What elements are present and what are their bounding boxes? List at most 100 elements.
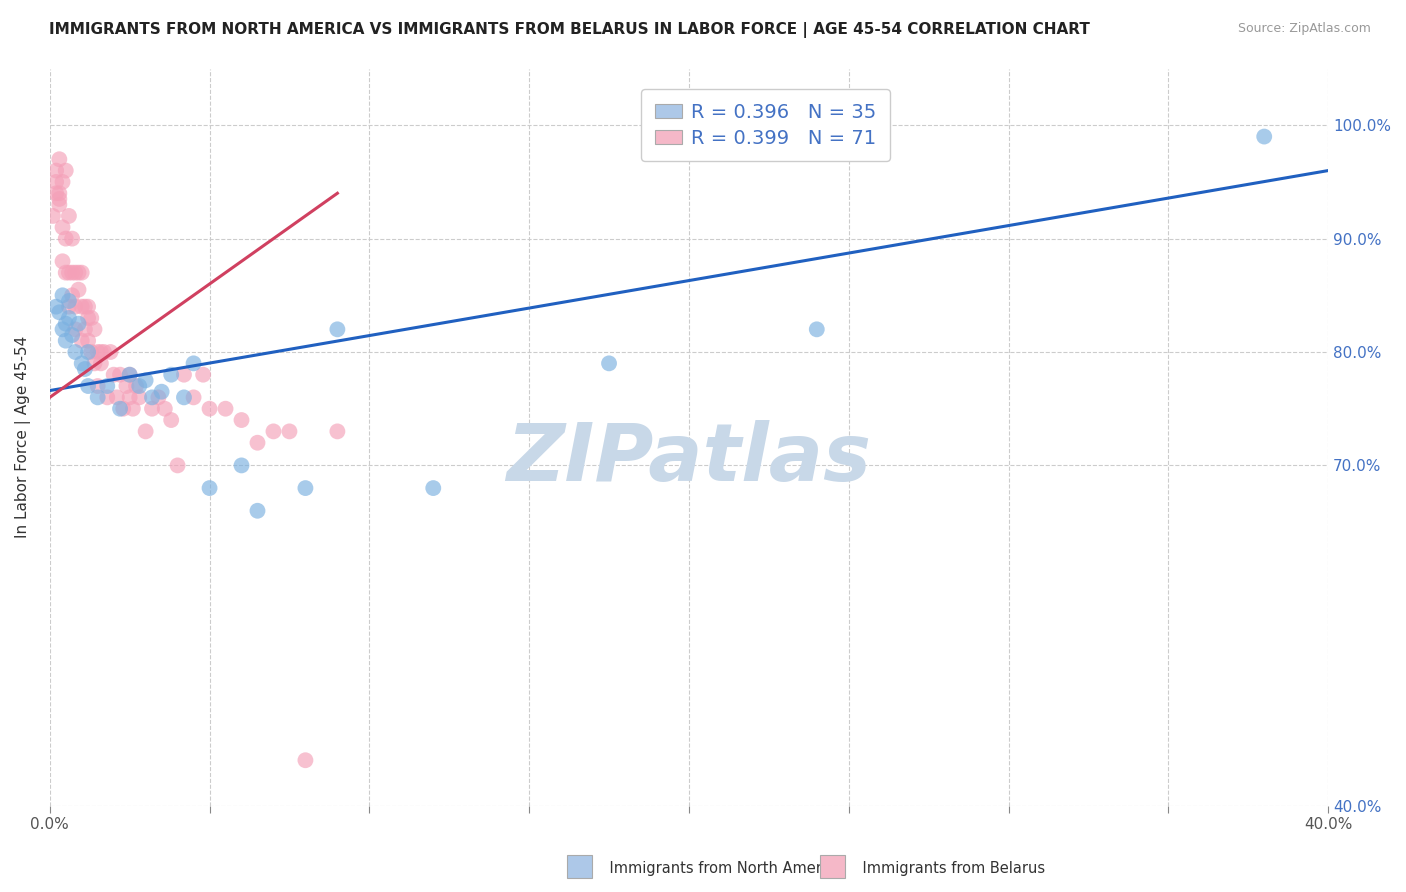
Point [96, 379, 118, 393]
Point [160, 368, 183, 382]
Point [51, 322, 73, 336]
Point [45, 186, 67, 201]
Point [58, 310, 80, 325]
Point [183, 390, 205, 404]
Point [55, 232, 77, 246]
Text: Immigrants from Belarus: Immigrants from Belarus [844, 861, 1045, 876]
Point [128, 390, 150, 404]
Point [58, 300, 80, 314]
Point [55, 334, 77, 348]
Text: IMMIGRANTS FROM NORTH AMERICA VS IMMIGRANTS FROM BELARUS IN LABOR FORCE | AGE 45: IMMIGRANTS FROM NORTH AMERICA VS IMMIGRA… [49, 22, 1090, 38]
Point [45, 300, 67, 314]
Point [77, 334, 100, 348]
Point [112, 401, 135, 416]
Point [67, 266, 90, 280]
Point [73, 362, 96, 376]
Point [77, 379, 100, 393]
Point [51, 288, 73, 302]
Point [118, 368, 141, 382]
Point [278, 425, 301, 439]
Point [135, 425, 157, 439]
Point [83, 322, 105, 336]
Text: Immigrants from North America: Immigrants from North America [591, 861, 842, 876]
Point [118, 390, 141, 404]
Point [108, 401, 131, 416]
Point [141, 390, 163, 404]
Point [108, 368, 131, 382]
Point [55, 163, 77, 178]
Point [326, 322, 349, 336]
Legend: R = 0.396   N = 35, R = 0.399   N = 71: R = 0.396 N = 35, R = 0.399 N = 71 [641, 89, 890, 161]
Point [263, 425, 285, 439]
Point [58, 266, 80, 280]
Point [60, 266, 83, 280]
Point [173, 390, 195, 404]
Point [141, 401, 163, 416]
Point [294, 753, 316, 767]
Point [48, 153, 70, 167]
Point [48, 192, 70, 206]
Point [1253, 129, 1275, 144]
Point [125, 379, 148, 393]
Point [103, 368, 125, 382]
Point [55, 317, 77, 331]
Point [115, 379, 138, 393]
Point [121, 401, 143, 416]
Point [598, 356, 620, 370]
Point [148, 390, 170, 404]
Point [128, 379, 150, 393]
Point [80, 345, 103, 359]
Point [198, 401, 221, 416]
Point [77, 300, 100, 314]
Point [45, 175, 67, 189]
Point [86, 390, 108, 404]
Point [60, 232, 83, 246]
Y-axis label: In Labor Force | Age 45-54: In Labor Force | Age 45-54 [15, 336, 31, 538]
Point [80, 310, 103, 325]
Point [100, 345, 122, 359]
Point [90, 345, 112, 359]
Point [198, 481, 221, 495]
Point [326, 425, 349, 439]
Point [65, 300, 87, 314]
Point [70, 334, 93, 348]
Point [70, 356, 93, 370]
Point [96, 390, 118, 404]
Point [70, 266, 93, 280]
Point [48, 186, 70, 201]
Point [51, 254, 73, 268]
Point [77, 345, 100, 359]
Point [93, 345, 115, 359]
Point [183, 356, 205, 370]
Point [806, 322, 828, 336]
Point [166, 458, 188, 473]
Text: Source: ZipAtlas.com: Source: ZipAtlas.com [1237, 22, 1371, 36]
Point [60, 328, 83, 343]
Point [65, 266, 87, 280]
Point [191, 368, 214, 382]
Point [48, 305, 70, 319]
Point [60, 288, 83, 302]
Point [58, 293, 80, 308]
Point [51, 175, 73, 189]
Point [173, 368, 195, 382]
Point [65, 345, 87, 359]
Point [51, 220, 73, 235]
Point [294, 481, 316, 495]
Point [214, 401, 236, 416]
Point [55, 266, 77, 280]
Point [160, 413, 183, 427]
Point [231, 413, 253, 427]
Point [118, 368, 141, 382]
Point [73, 300, 96, 314]
Point [67, 317, 90, 331]
Point [77, 310, 100, 325]
Point [83, 356, 105, 370]
Point [150, 384, 173, 399]
Point [86, 345, 108, 359]
Point [67, 283, 90, 297]
Point [73, 322, 96, 336]
Point [422, 481, 444, 495]
Point [231, 458, 253, 473]
Point [58, 209, 80, 223]
